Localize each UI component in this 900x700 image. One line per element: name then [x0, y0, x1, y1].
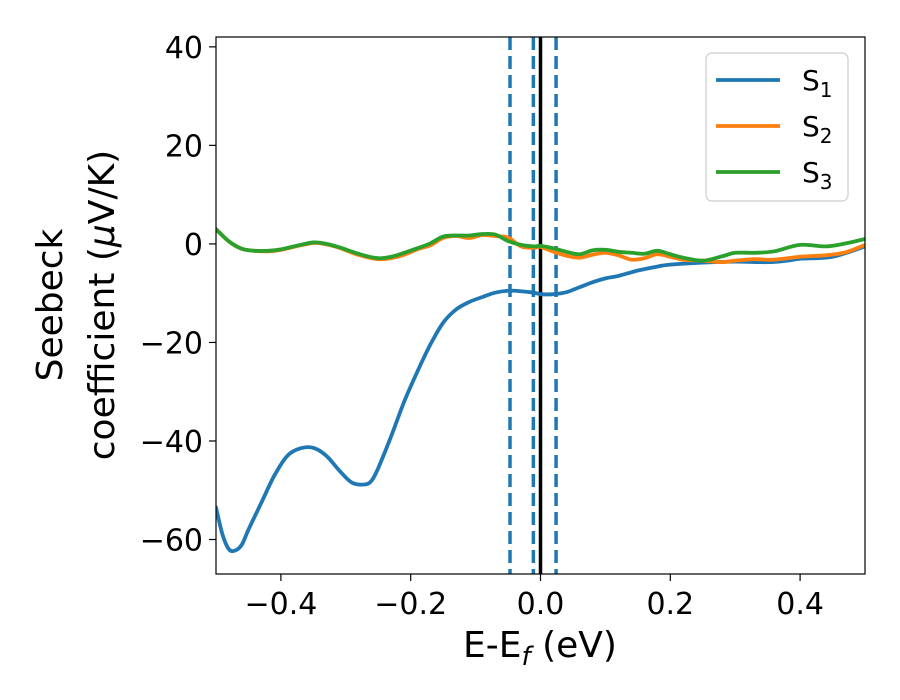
x-tick-label: −0.4: [244, 587, 317, 622]
y-tick-label: −20: [140, 326, 203, 361]
y-axis-title: Seebeck coefficient (μV/K): [30, 150, 123, 460]
legend-label: S2: [802, 110, 833, 148]
x-tick-label: −0.2: [374, 587, 447, 622]
y-axis-ticks: −60 −40 −20 0 20 40: [140, 31, 216, 559]
reference-lines: [508, 37, 558, 574]
y-tick-label: −60: [140, 524, 203, 559]
y-tick-label: 40: [165, 31, 203, 66]
x-axis-ticks: −0.4 −0.2 0.0 0.2 0.4: [244, 574, 824, 622]
series-line-s1: [216, 244, 865, 554]
legend: S1 S2 S3: [705, 52, 849, 202]
legend-item-s1: S1: [716, 64, 833, 102]
x-tick-label: 0.2: [646, 587, 694, 622]
x-axis-title: E-Ef (eV): [463, 625, 617, 672]
series-line-s3: [216, 227, 865, 263]
y-tick-label: 0: [184, 228, 203, 263]
series-lines: [216, 227, 865, 554]
svg-text:E-Ef (eV): E-Ef (eV): [463, 625, 617, 672]
svg-text:Seebeck: Seebeck: [30, 228, 71, 381]
legend-label: S3: [802, 156, 833, 194]
legend-item-s2: S2: [716, 110, 833, 148]
y-tick-label: 20: [165, 129, 203, 164]
x-tick-label: 0.0: [517, 587, 565, 622]
legend-item-s3: S3: [716, 156, 833, 194]
x-tick-label: 0.4: [776, 587, 824, 622]
svg-text:coefficient (μV/K): coefficient (μV/K): [82, 150, 123, 460]
legend-label: S1: [802, 64, 833, 102]
y-tick-label: −40: [140, 425, 203, 460]
